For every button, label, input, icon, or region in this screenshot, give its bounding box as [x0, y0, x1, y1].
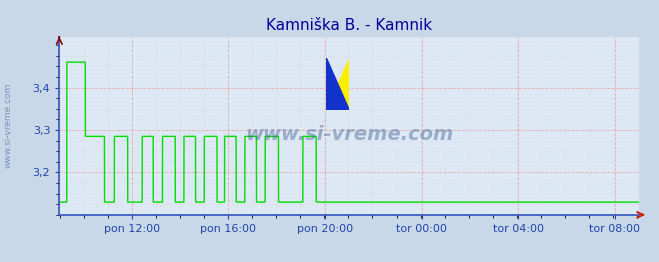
Polygon shape [326, 58, 349, 110]
Polygon shape [326, 58, 349, 110]
Text: www.si-vreme.com: www.si-vreme.com [3, 83, 13, 168]
Text: www.si-vreme.com: www.si-vreme.com [245, 125, 453, 144]
Title: Kamniška B. - Kamnik: Kamniška B. - Kamnik [266, 18, 432, 33]
